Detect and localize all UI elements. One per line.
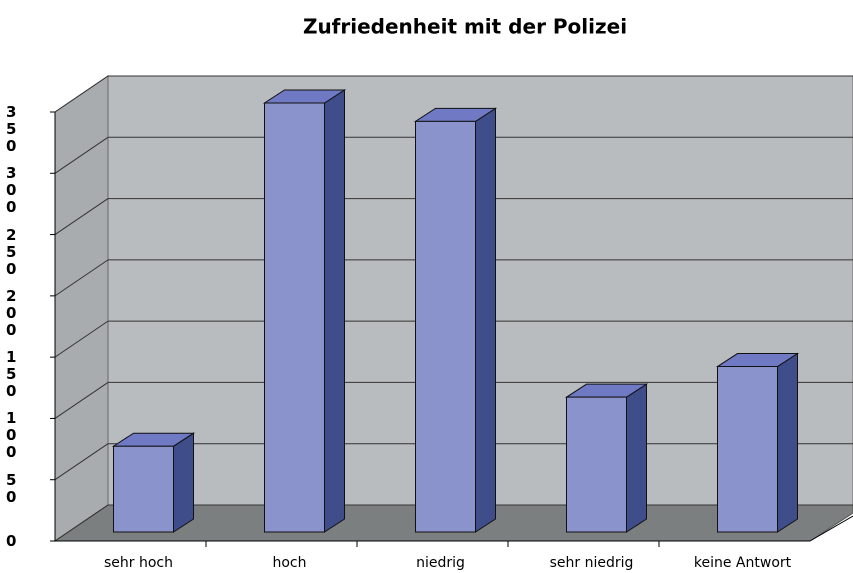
bar-side bbox=[777, 352, 798, 533]
bar bbox=[564, 383, 649, 533]
y-tick-label: 100 bbox=[6, 409, 17, 462]
y-tick-label: 250 bbox=[6, 225, 17, 278]
chart-title: Zufriedenheit mit der Polizei bbox=[303, 15, 627, 39]
x-tick-label: hoch bbox=[272, 555, 306, 571]
bar-front bbox=[113, 445, 174, 533]
y-tick-label: 300 bbox=[6, 164, 17, 217]
grid-line bbox=[54, 320, 109, 358]
x-tick-label: sehr hoch bbox=[104, 555, 173, 571]
bar bbox=[262, 89, 347, 533]
bar-front bbox=[717, 366, 778, 533]
bar bbox=[111, 432, 196, 533]
y-tick-label: 150 bbox=[6, 348, 17, 401]
bar-side bbox=[324, 89, 345, 533]
bar-side bbox=[173, 432, 194, 533]
bar-side bbox=[475, 107, 496, 533]
bar-front bbox=[264, 102, 325, 533]
y-tick-label: 50 bbox=[6, 470, 17, 506]
grid-line bbox=[54, 504, 109, 542]
x-tick-label: keine Antwort bbox=[694, 555, 792, 571]
x-tick-label: sehr niedrig bbox=[550, 555, 634, 571]
bar-front bbox=[415, 120, 476, 533]
grid-line bbox=[54, 136, 109, 174]
x-tick-label: niedrig bbox=[416, 555, 465, 571]
bar-side bbox=[626, 383, 647, 533]
grid-line bbox=[54, 443, 109, 481]
grid-line bbox=[54, 259, 109, 297]
y-tick-label: 200 bbox=[6, 286, 17, 339]
y-tick-label: 350 bbox=[6, 103, 17, 155]
grid-line bbox=[54, 75, 109, 113]
bar bbox=[413, 107, 498, 533]
grid-line bbox=[54, 382, 109, 419]
x-axis-depth bbox=[809, 515, 853, 542]
side-wall bbox=[54, 75, 109, 542]
y-tick-label: 0 bbox=[6, 532, 17, 550]
bar-front bbox=[566, 396, 627, 533]
bar bbox=[715, 352, 800, 533]
grid-line bbox=[54, 198, 109, 235]
